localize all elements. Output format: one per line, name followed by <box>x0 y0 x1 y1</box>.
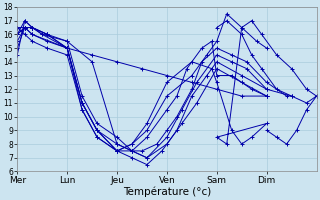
X-axis label: Température (°c): Température (°c) <box>123 186 211 197</box>
